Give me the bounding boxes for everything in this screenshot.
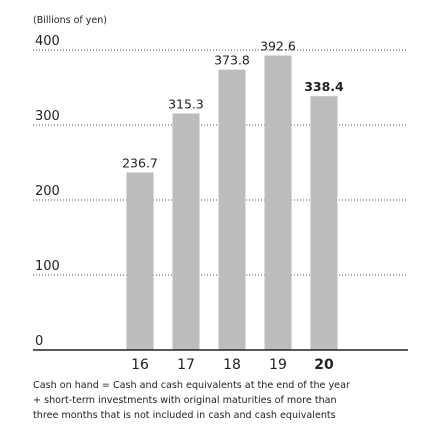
caption-line: Cash on hand = Cash and cash equivalents… <box>33 380 350 391</box>
y-axis-label: (Billions of yen) <box>33 15 107 26</box>
caption-line: three months that is not included in cas… <box>33 410 336 421</box>
x-tick-label: 16 <box>131 357 149 373</box>
value-label: 236.7 <box>122 155 158 170</box>
value-label: 315.3 <box>168 97 204 112</box>
y-tick-label: 400 <box>35 34 60 49</box>
y-tick-label: 0 <box>35 334 43 349</box>
value-label: 373.8 <box>214 53 250 68</box>
value-label: 392.6 <box>260 39 296 54</box>
value-label: 338.4 <box>304 79 344 94</box>
y-tick-label: 100 <box>35 259 60 274</box>
y-tick-label: 200 <box>35 184 60 199</box>
bar <box>126 172 154 350</box>
bar <box>172 113 200 351</box>
bar <box>218 69 246 351</box>
x-tick-label: 19 <box>269 357 287 373</box>
y-tick-label: 300 <box>35 109 60 124</box>
bar <box>264 55 292 351</box>
x-tick-label: 17 <box>177 357 195 373</box>
x-tick-label: 18 <box>223 357 241 373</box>
caption: Cash on hand = Cash and cash equivalents… <box>33 380 350 421</box>
caption-line: + short-term investments with original m… <box>33 395 337 406</box>
bar <box>310 96 338 350</box>
x-tick-label: 20 <box>314 357 334 373</box>
